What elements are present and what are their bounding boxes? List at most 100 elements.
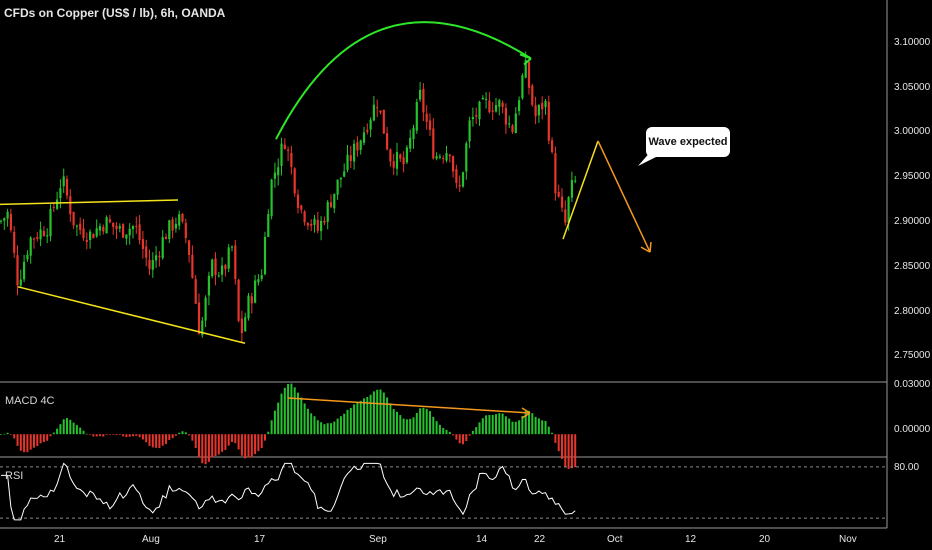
- candle-body: [445, 152, 448, 161]
- candle-body: [263, 236, 267, 275]
- candle-body: [339, 177, 342, 180]
- macd-bar: [214, 434, 217, 456]
- macd-bar: [105, 434, 108, 436]
- x-tick-label: 20: [759, 534, 771, 545]
- macd-bar: [386, 397, 389, 435]
- macd-bar: [574, 434, 577, 468]
- macd-bar: [46, 434, 49, 441]
- macd-bar: [217, 434, 220, 455]
- macd-bar: [339, 416, 342, 435]
- macd-bar: [534, 416, 537, 435]
- macd-bar: [561, 434, 563, 459]
- candle-body: [366, 129, 369, 132]
- macd-bar: [504, 416, 507, 435]
- candle-body: [82, 228, 85, 239]
- macd-bar: [491, 414, 494, 435]
- macd-bar: [79, 427, 82, 435]
- candle-body: [161, 237, 164, 259]
- macd-bar: [313, 416, 316, 435]
- candle-body: [471, 117, 474, 120]
- macd-bar: [283, 387, 286, 435]
- candle-body: [405, 147, 408, 163]
- candle-body: [72, 211, 75, 226]
- macd-bar: [442, 428, 445, 435]
- macd-bar: [9, 434, 12, 435]
- candle-body: [313, 218, 316, 225]
- macd-bar: [432, 416, 435, 435]
- candle-body: [333, 193, 336, 209]
- candle-body: [389, 149, 392, 162]
- candle-body: [386, 133, 389, 150]
- macd-bar: [435, 421, 438, 435]
- candle-body: [214, 258, 217, 276]
- macd-bar: [455, 434, 458, 440]
- macd-bar: [118, 434, 121, 435]
- candle-body: [247, 295, 250, 319]
- macd-bar: [320, 422, 323, 435]
- candle-body: [29, 237, 32, 256]
- macd-bar: [310, 413, 313, 435]
- macd-bar: [178, 432, 181, 435]
- wave-expected-callout: Wave expected: [646, 127, 730, 157]
- candle-body: [125, 234, 128, 239]
- macd-bar: [211, 434, 214, 458]
- candle-body: [336, 179, 339, 195]
- candle-body: [362, 132, 366, 143]
- macd-bar: [89, 434, 92, 435]
- candle-body: [306, 223, 309, 226]
- candle-body: [442, 158, 445, 160]
- candle-body: [514, 113, 517, 134]
- macd-bar: [42, 434, 45, 443]
- y-tick-label: 2.90000: [894, 216, 931, 227]
- candle-body: [560, 196, 564, 208]
- macd-bar: [363, 398, 365, 435]
- candle-body: [201, 320, 204, 336]
- macd-bar: [102, 434, 105, 437]
- macd-bar: [171, 434, 174, 439]
- candle-body: [481, 97, 484, 100]
- macd-bar: [567, 434, 570, 469]
- candle-body: [409, 137, 412, 149]
- candle-body: [343, 171, 346, 177]
- candle-body: [296, 194, 300, 208]
- x-tick-label: Nov: [839, 534, 857, 545]
- candle-body: [158, 255, 161, 257]
- macd-bar: [62, 419, 65, 435]
- macd-bar: [128, 434, 131, 437]
- candle-body: [234, 245, 237, 280]
- macd-bar: [346, 409, 349, 435]
- drawings-layer: [0, 21, 652, 419]
- macd-bar: [132, 434, 134, 437]
- macd-bar: [468, 434, 471, 436]
- macd-bar: [158, 434, 161, 449]
- candle-body: [382, 109, 385, 134]
- macd-bar: [264, 434, 266, 441]
- macd-bar: [224, 434, 227, 451]
- macd-bar: [270, 420, 273, 435]
- candle-body: [283, 144, 286, 150]
- macd-bar: [452, 434, 455, 436]
- macd-bar: [438, 424, 441, 435]
- macd-bar: [36, 434, 39, 447]
- candle-body: [544, 100, 547, 108]
- candle-body: [62, 176, 65, 187]
- candle-body: [465, 143, 468, 172]
- macd-bar: [372, 391, 375, 435]
- macd-bar: [188, 434, 191, 436]
- candle-body: [425, 113, 428, 122]
- macd-bar: [287, 383, 290, 435]
- macd-bar: [478, 422, 481, 435]
- candle-body: [46, 235, 49, 237]
- candle-body: [171, 219, 174, 231]
- candle-body: [267, 214, 270, 237]
- macd-bar: [551, 432, 554, 435]
- macd-bar: [69, 419, 72, 435]
- macd-bar: [231, 434, 233, 442]
- candle-body: [191, 254, 194, 278]
- candle-body: [204, 297, 207, 321]
- candle-body: [329, 202, 333, 208]
- candle-body: [415, 102, 418, 131]
- candle-body: [359, 140, 362, 150]
- candle-body: [428, 120, 432, 130]
